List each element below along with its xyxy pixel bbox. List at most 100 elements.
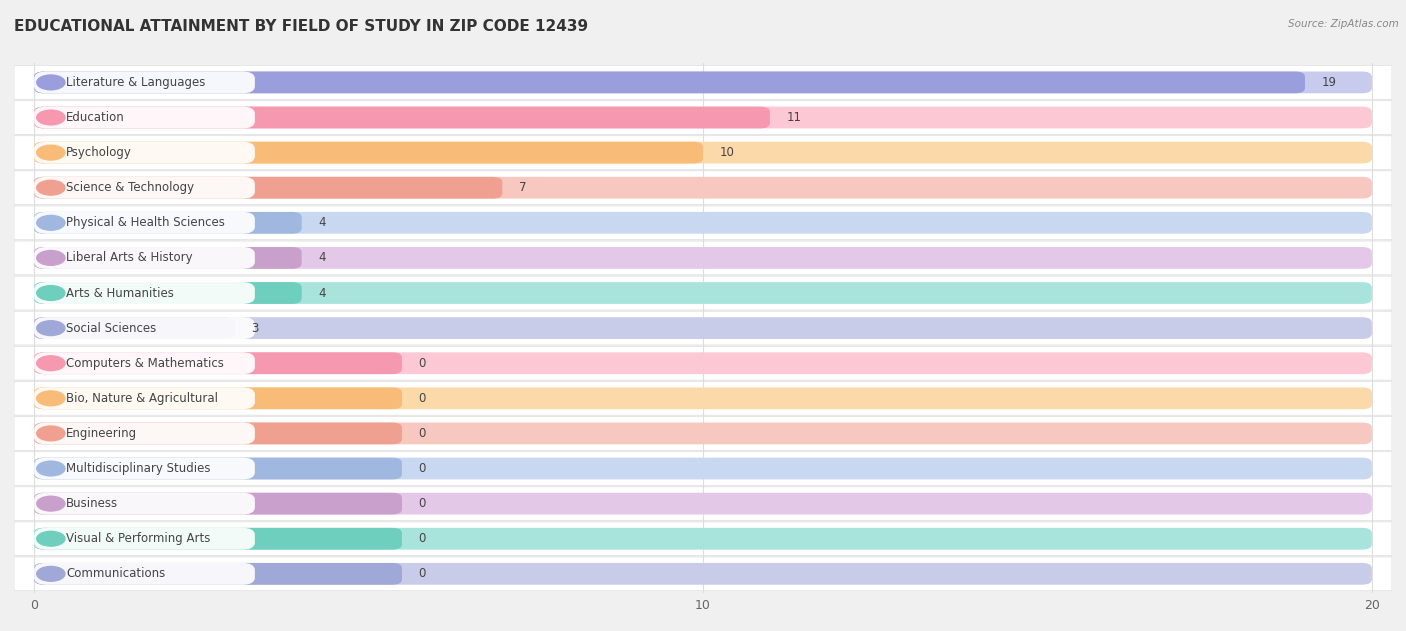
Text: 11: 11 <box>786 111 801 124</box>
Circle shape <box>37 567 65 581</box>
Text: Source: ZipAtlas.com: Source: ZipAtlas.com <box>1288 19 1399 29</box>
FancyBboxPatch shape <box>14 101 1392 134</box>
Text: 19: 19 <box>1322 76 1337 89</box>
FancyBboxPatch shape <box>14 311 1392 345</box>
FancyBboxPatch shape <box>34 107 254 129</box>
FancyBboxPatch shape <box>34 282 302 304</box>
Text: 10: 10 <box>720 146 734 159</box>
FancyBboxPatch shape <box>14 522 1392 555</box>
FancyBboxPatch shape <box>34 423 402 444</box>
Text: 0: 0 <box>419 427 426 440</box>
FancyBboxPatch shape <box>34 142 703 163</box>
Text: Business: Business <box>66 497 118 510</box>
Text: 7: 7 <box>519 181 527 194</box>
FancyBboxPatch shape <box>34 247 302 269</box>
FancyBboxPatch shape <box>34 493 254 515</box>
FancyBboxPatch shape <box>34 422 254 444</box>
Text: Communications: Communications <box>66 567 166 581</box>
FancyBboxPatch shape <box>34 212 254 234</box>
FancyBboxPatch shape <box>14 452 1392 485</box>
Text: EDUCATIONAL ATTAINMENT BY FIELD OF STUDY IN ZIP CODE 12439: EDUCATIONAL ATTAINMENT BY FIELD OF STUDY… <box>14 19 588 34</box>
FancyBboxPatch shape <box>34 457 1372 480</box>
FancyBboxPatch shape <box>34 177 502 199</box>
Circle shape <box>37 215 65 230</box>
FancyBboxPatch shape <box>34 71 1305 93</box>
Text: 0: 0 <box>419 497 426 510</box>
FancyBboxPatch shape <box>34 107 1372 128</box>
Text: Physical & Health Sciences: Physical & Health Sciences <box>66 216 225 229</box>
FancyBboxPatch shape <box>34 387 254 410</box>
Circle shape <box>37 251 65 265</box>
FancyBboxPatch shape <box>34 317 1372 339</box>
FancyBboxPatch shape <box>34 352 254 374</box>
Text: Social Sciences: Social Sciences <box>66 322 156 334</box>
FancyBboxPatch shape <box>14 66 1392 99</box>
Circle shape <box>37 426 65 441</box>
Text: Visual & Performing Arts: Visual & Performing Arts <box>66 532 211 545</box>
Circle shape <box>37 286 65 300</box>
Circle shape <box>37 391 65 406</box>
Text: 4: 4 <box>318 251 326 264</box>
FancyBboxPatch shape <box>34 493 1372 514</box>
FancyBboxPatch shape <box>14 241 1392 274</box>
FancyBboxPatch shape <box>34 563 402 585</box>
Circle shape <box>37 531 65 546</box>
FancyBboxPatch shape <box>34 528 402 550</box>
FancyBboxPatch shape <box>34 177 254 199</box>
FancyBboxPatch shape <box>34 247 254 269</box>
FancyBboxPatch shape <box>34 212 1372 233</box>
Circle shape <box>37 321 65 336</box>
Circle shape <box>37 496 65 511</box>
FancyBboxPatch shape <box>14 416 1392 451</box>
FancyBboxPatch shape <box>34 423 1372 444</box>
FancyBboxPatch shape <box>34 247 1372 269</box>
FancyBboxPatch shape <box>34 528 254 550</box>
Text: Engineering: Engineering <box>66 427 138 440</box>
FancyBboxPatch shape <box>14 346 1392 380</box>
Text: Liberal Arts & History: Liberal Arts & History <box>66 251 193 264</box>
Text: Science & Technology: Science & Technology <box>66 181 194 194</box>
FancyBboxPatch shape <box>34 71 254 93</box>
Text: 0: 0 <box>419 462 426 475</box>
FancyBboxPatch shape <box>34 71 1372 93</box>
Text: 3: 3 <box>252 322 259 334</box>
Text: Bio, Nature & Agricultural: Bio, Nature & Agricultural <box>66 392 218 405</box>
Text: Psychology: Psychology <box>66 146 132 159</box>
FancyBboxPatch shape <box>14 206 1392 240</box>
Circle shape <box>37 110 65 125</box>
FancyBboxPatch shape <box>34 282 1372 304</box>
FancyBboxPatch shape <box>34 387 1372 410</box>
FancyBboxPatch shape <box>14 557 1392 591</box>
FancyBboxPatch shape <box>34 528 1372 550</box>
FancyBboxPatch shape <box>14 171 1392 204</box>
FancyBboxPatch shape <box>34 317 235 339</box>
Text: 0: 0 <box>419 532 426 545</box>
FancyBboxPatch shape <box>34 282 254 304</box>
FancyBboxPatch shape <box>34 457 402 480</box>
FancyBboxPatch shape <box>34 107 770 128</box>
FancyBboxPatch shape <box>34 317 254 339</box>
FancyBboxPatch shape <box>34 142 1372 163</box>
Circle shape <box>37 180 65 195</box>
FancyBboxPatch shape <box>34 563 254 585</box>
Text: Multidisciplinary Studies: Multidisciplinary Studies <box>66 462 211 475</box>
Text: Arts & Humanities: Arts & Humanities <box>66 286 174 300</box>
FancyBboxPatch shape <box>14 276 1392 310</box>
FancyBboxPatch shape <box>34 457 254 480</box>
Text: Education: Education <box>66 111 125 124</box>
FancyBboxPatch shape <box>34 177 1372 199</box>
FancyBboxPatch shape <box>14 487 1392 521</box>
FancyBboxPatch shape <box>34 563 1372 585</box>
Circle shape <box>37 75 65 90</box>
Text: 0: 0 <box>419 357 426 370</box>
FancyBboxPatch shape <box>34 212 302 233</box>
Circle shape <box>37 461 65 476</box>
Circle shape <box>37 356 65 370</box>
Text: Computers & Mathematics: Computers & Mathematics <box>66 357 224 370</box>
Text: 4: 4 <box>318 286 326 300</box>
FancyBboxPatch shape <box>14 136 1392 170</box>
FancyBboxPatch shape <box>34 387 402 410</box>
Text: 4: 4 <box>318 216 326 229</box>
Text: 0: 0 <box>419 567 426 581</box>
Circle shape <box>37 145 65 160</box>
